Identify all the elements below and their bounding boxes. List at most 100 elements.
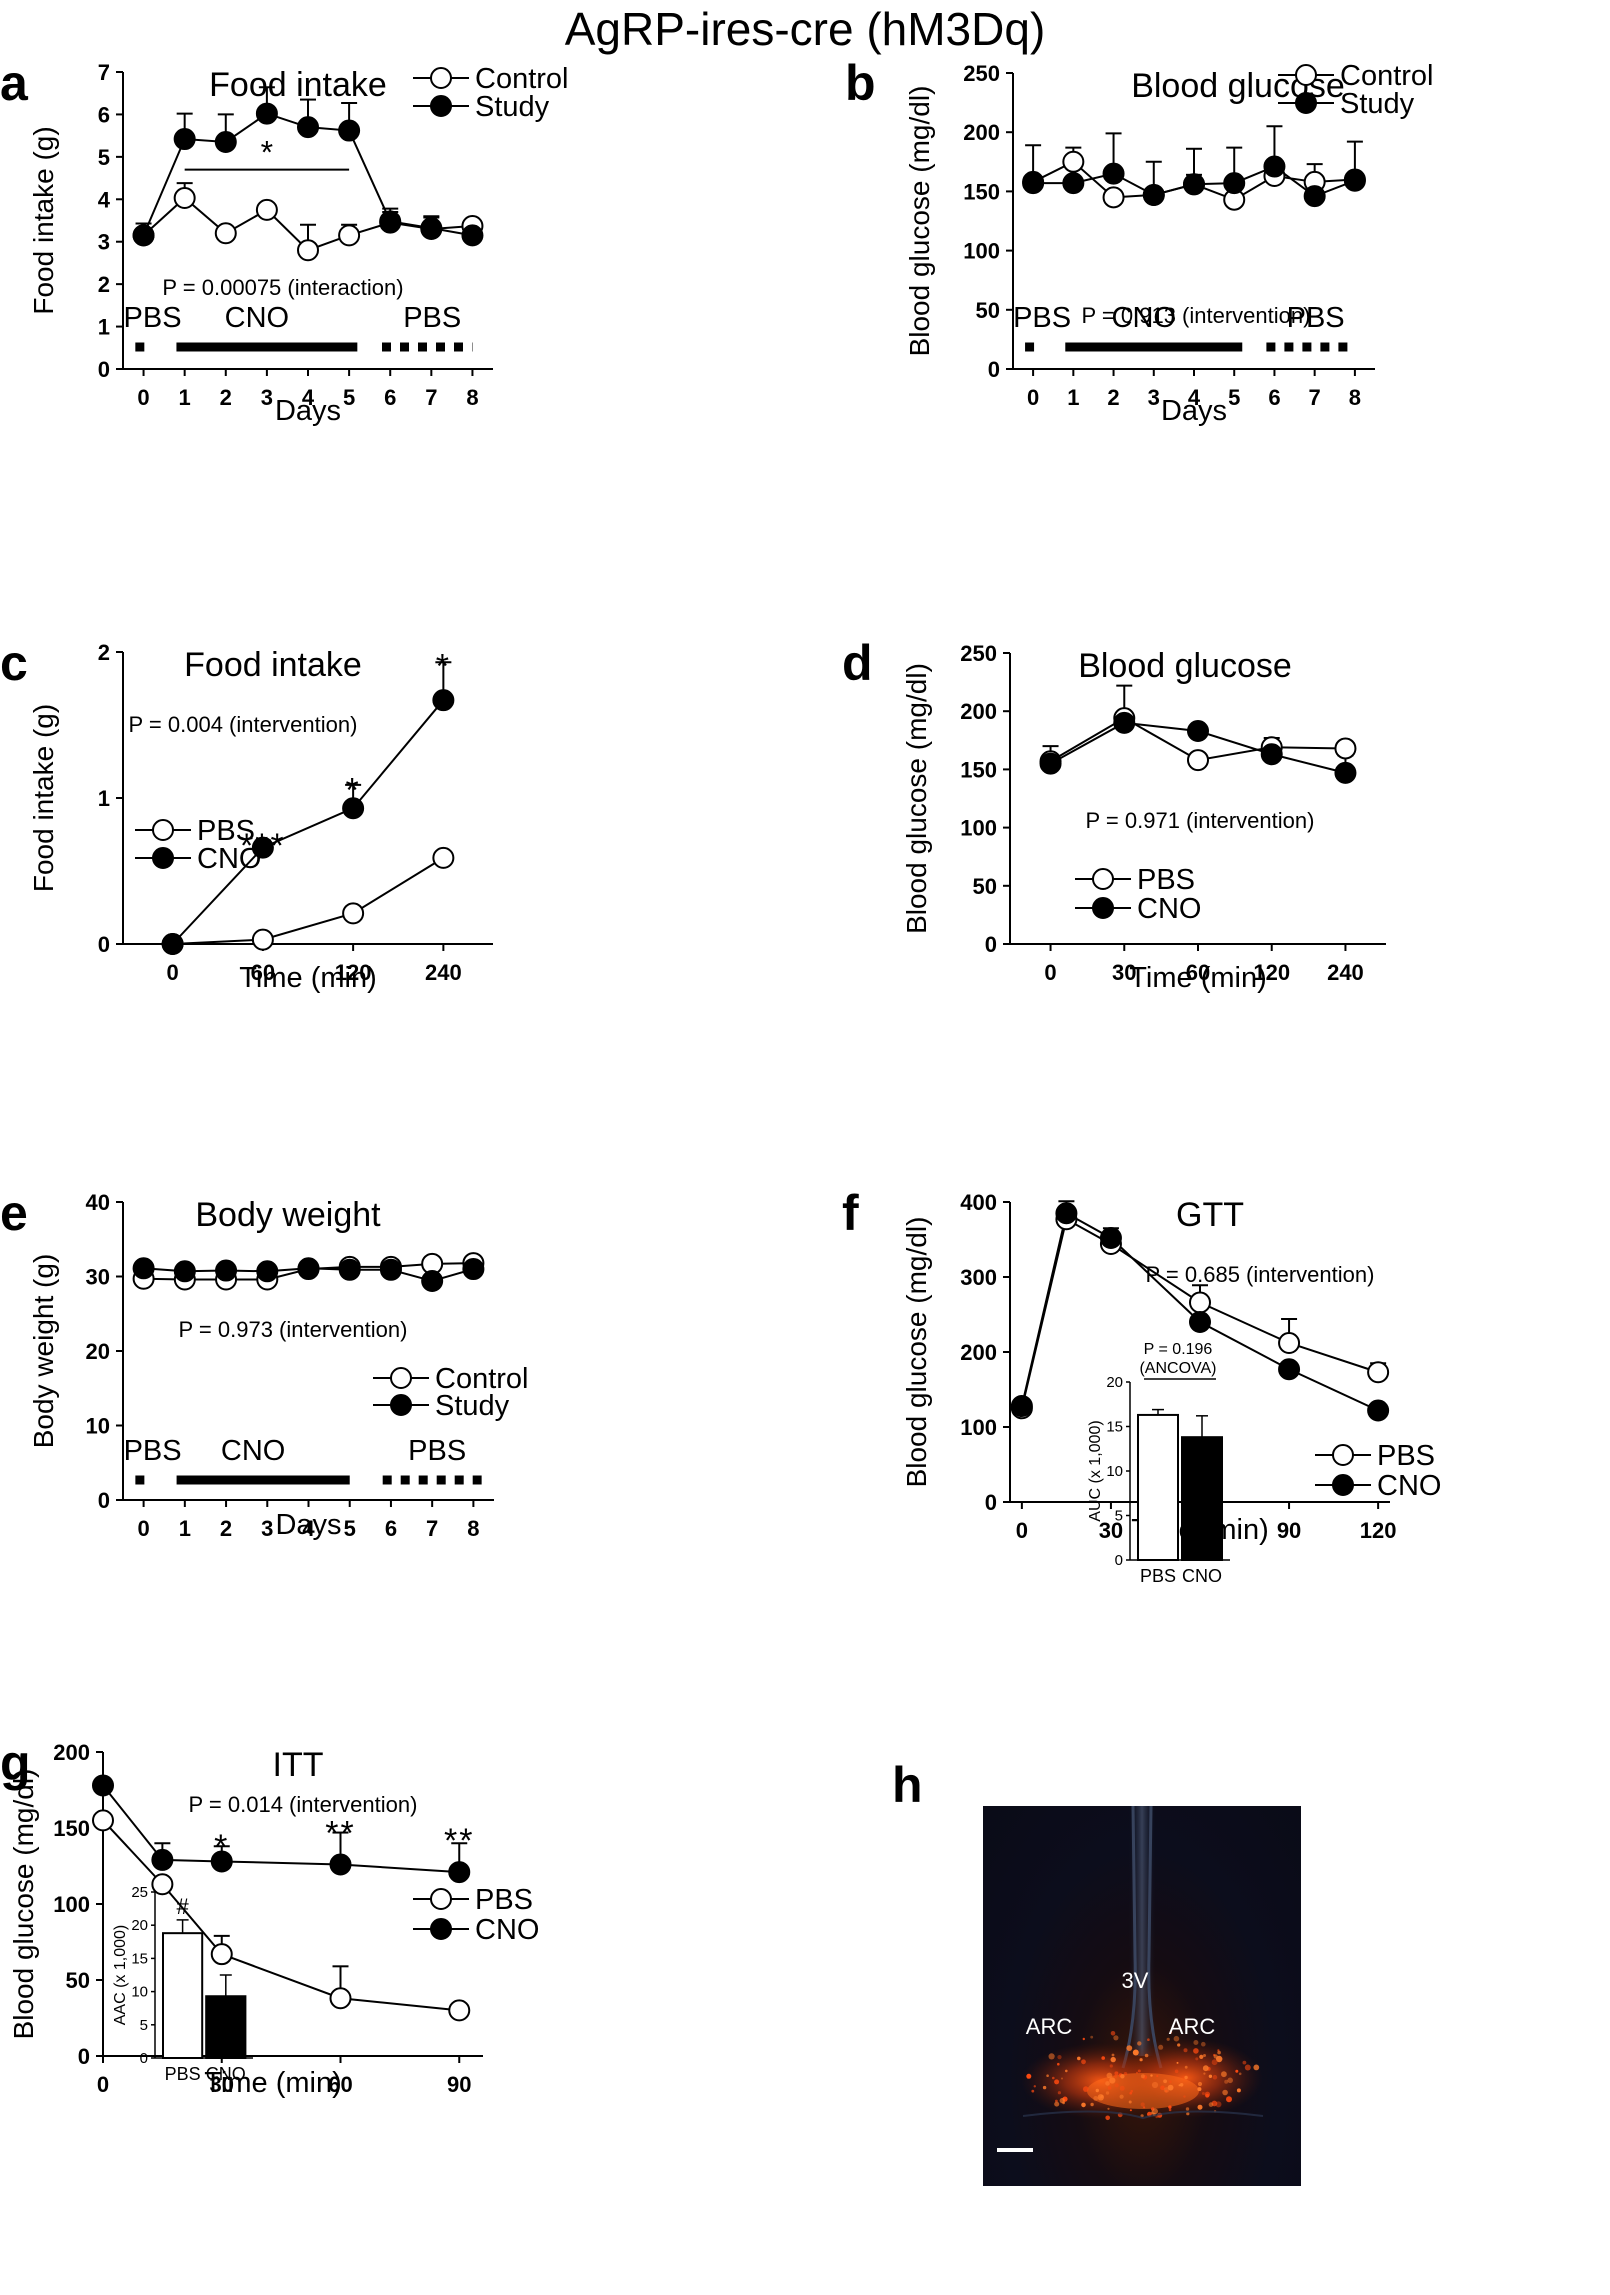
treatment-label-2: PBS (408, 1435, 466, 1467)
x-tick-label: 4 (1188, 385, 1201, 410)
data-point (255, 198, 278, 221)
fluorescent-cell (1208, 2102, 1214, 2107)
data-point (461, 224, 484, 247)
fluorescent-cell (1226, 2096, 1232, 2103)
data-point (173, 187, 196, 210)
data-point (161, 933, 184, 955)
y-tick-label: 0 (988, 357, 1000, 382)
fluorescent-cell (1197, 2081, 1203, 2087)
fluorescent-cell (1224, 2079, 1229, 2084)
series-0 (172, 857, 444, 945)
fluorescent-cell (1201, 2041, 1206, 2047)
y-tick-label: 150 (963, 179, 1000, 204)
x-tick-label: 60 (328, 2072, 352, 2097)
data-point (1142, 183, 1165, 206)
legend-label: PBS (475, 1884, 533, 1916)
chart-f: f01002003004000306090120Time (min)Blood … (842, 1185, 1441, 1586)
x-axis-label: Time (min) (1129, 962, 1266, 994)
data-point (1113, 711, 1136, 734)
data-point (215, 1259, 238, 1282)
data-point (1183, 173, 1205, 196)
data-point (1187, 749, 1209, 772)
panel-h-letter-svg: h (892, 1757, 923, 1813)
y-tick-label: 200 (960, 699, 997, 724)
fluorescent-cell (1202, 2065, 1209, 2072)
fluorescent-cell (1150, 2074, 1153, 2077)
y-tick-label: 0 (985, 932, 997, 957)
micrograph-image: 3V ARC ARC (983, 1806, 1301, 2186)
legend-marker (1332, 1444, 1354, 1466)
inset-y-tick-label: 5 (140, 2017, 148, 2034)
data-point (210, 1850, 233, 1873)
inset-y-tick-label: 5 (1115, 1508, 1123, 1525)
y-tick-label: 6 (98, 102, 110, 127)
x-tick-label: 5 (344, 1516, 356, 1541)
fluorescent-cell (1081, 2059, 1086, 2065)
y-tick-label: 5 (98, 145, 110, 170)
fluorescent-cell (1212, 2074, 1218, 2080)
data-point (1055, 1202, 1078, 1225)
legend-marker (430, 1918, 452, 1940)
y-tick-label: 300 (960, 1265, 997, 1290)
x-axis-label: Days (275, 395, 341, 427)
y-axis-label: Blood glucose (mg/dl) (8, 1769, 39, 2040)
data-point (251, 836, 274, 859)
inset-bar-cno (205, 1995, 247, 2059)
data-point (214, 131, 237, 154)
x-axis-label: Days (1161, 395, 1227, 427)
fluorescent-cell (1201, 2092, 1205, 2095)
data-point (173, 128, 196, 151)
fluorescent-cell (1211, 2059, 1218, 2066)
y-tick-label: 200 (53, 1740, 90, 1765)
series-line (171, 699, 445, 945)
inset-x-tick-label: CNO (1182, 1566, 1222, 1586)
x-tick-label: 4 (302, 1516, 315, 1541)
data-point (379, 210, 402, 233)
fluorescent-cell (1097, 2094, 1104, 2101)
fluorescent-cell (1152, 2108, 1158, 2115)
data-point (432, 846, 455, 869)
fluorescent-cell (1184, 2065, 1188, 2069)
fluorescent-cell (1199, 2054, 1204, 2059)
fluorescent-cell (1083, 2086, 1089, 2092)
x-tick-label: 3 (1148, 385, 1160, 410)
fluorescent-cell (1128, 2100, 1132, 2104)
inset-bar-pbs (162, 1932, 204, 2059)
data-point (210, 1943, 233, 1966)
fluorescent-cell (1156, 2074, 1159, 2078)
fluorescent-cell (1216, 2055, 1223, 2063)
p-value-annotation: P = 0.014 (intervention) (189, 1792, 418, 1817)
inset-y-axis-label: AUC (x 1,000) (1087, 1420, 1104, 1521)
median-eminence-outline (1022, 2110, 1264, 2120)
data-point (1189, 1311, 1211, 1333)
p-value-annotation: P = 0.00075 (interaction) (162, 275, 403, 300)
data-point (1260, 743, 1283, 766)
inset-bar-pbs (1137, 1413, 1179, 1561)
x-tick-label: 2 (1107, 385, 1119, 410)
fluorescent-cell (1054, 2079, 1060, 2085)
fluorescent-cell (1101, 2056, 1105, 2060)
legend-label: Study (1340, 88, 1415, 120)
x-tick-label: 2 (220, 385, 232, 410)
fluorescent-cell (1222, 2089, 1228, 2096)
y-tick-label: 50 (976, 298, 1000, 323)
fluorescent-cell (1057, 2091, 1061, 2095)
y-tick-label: 50 (973, 874, 997, 899)
data-point (338, 1258, 361, 1281)
x-tick-label: 5 (1228, 385, 1240, 410)
fluorescent-cell (1105, 2091, 1110, 2095)
inset-y-tick-label: 0 (140, 2050, 148, 2067)
p-value-annotation: P = 0.685 (intervention) (1146, 1262, 1375, 1287)
fluorescent-cell (1119, 2094, 1124, 2099)
x-tick-label: 4 (302, 385, 315, 410)
x-tick-label: 8 (466, 385, 478, 410)
y-tick-label: 150 (960, 757, 997, 782)
x-tick-label: 1 (179, 385, 191, 410)
inset-y-tick-label: 0 (1115, 1552, 1123, 1569)
panel-a: a 0 1 2 3 4 5 6 7 0 1 2 3 4 5 6 7 8 Days Food intake (g) Foo… (0, 55, 760, 640)
fluorescent-cell (1197, 2104, 1203, 2110)
third-ventricle (1129, 1806, 1155, 2056)
fluorescent-cell (1129, 2091, 1132, 2095)
label-arc-right: ARC (1169, 2014, 1216, 2039)
